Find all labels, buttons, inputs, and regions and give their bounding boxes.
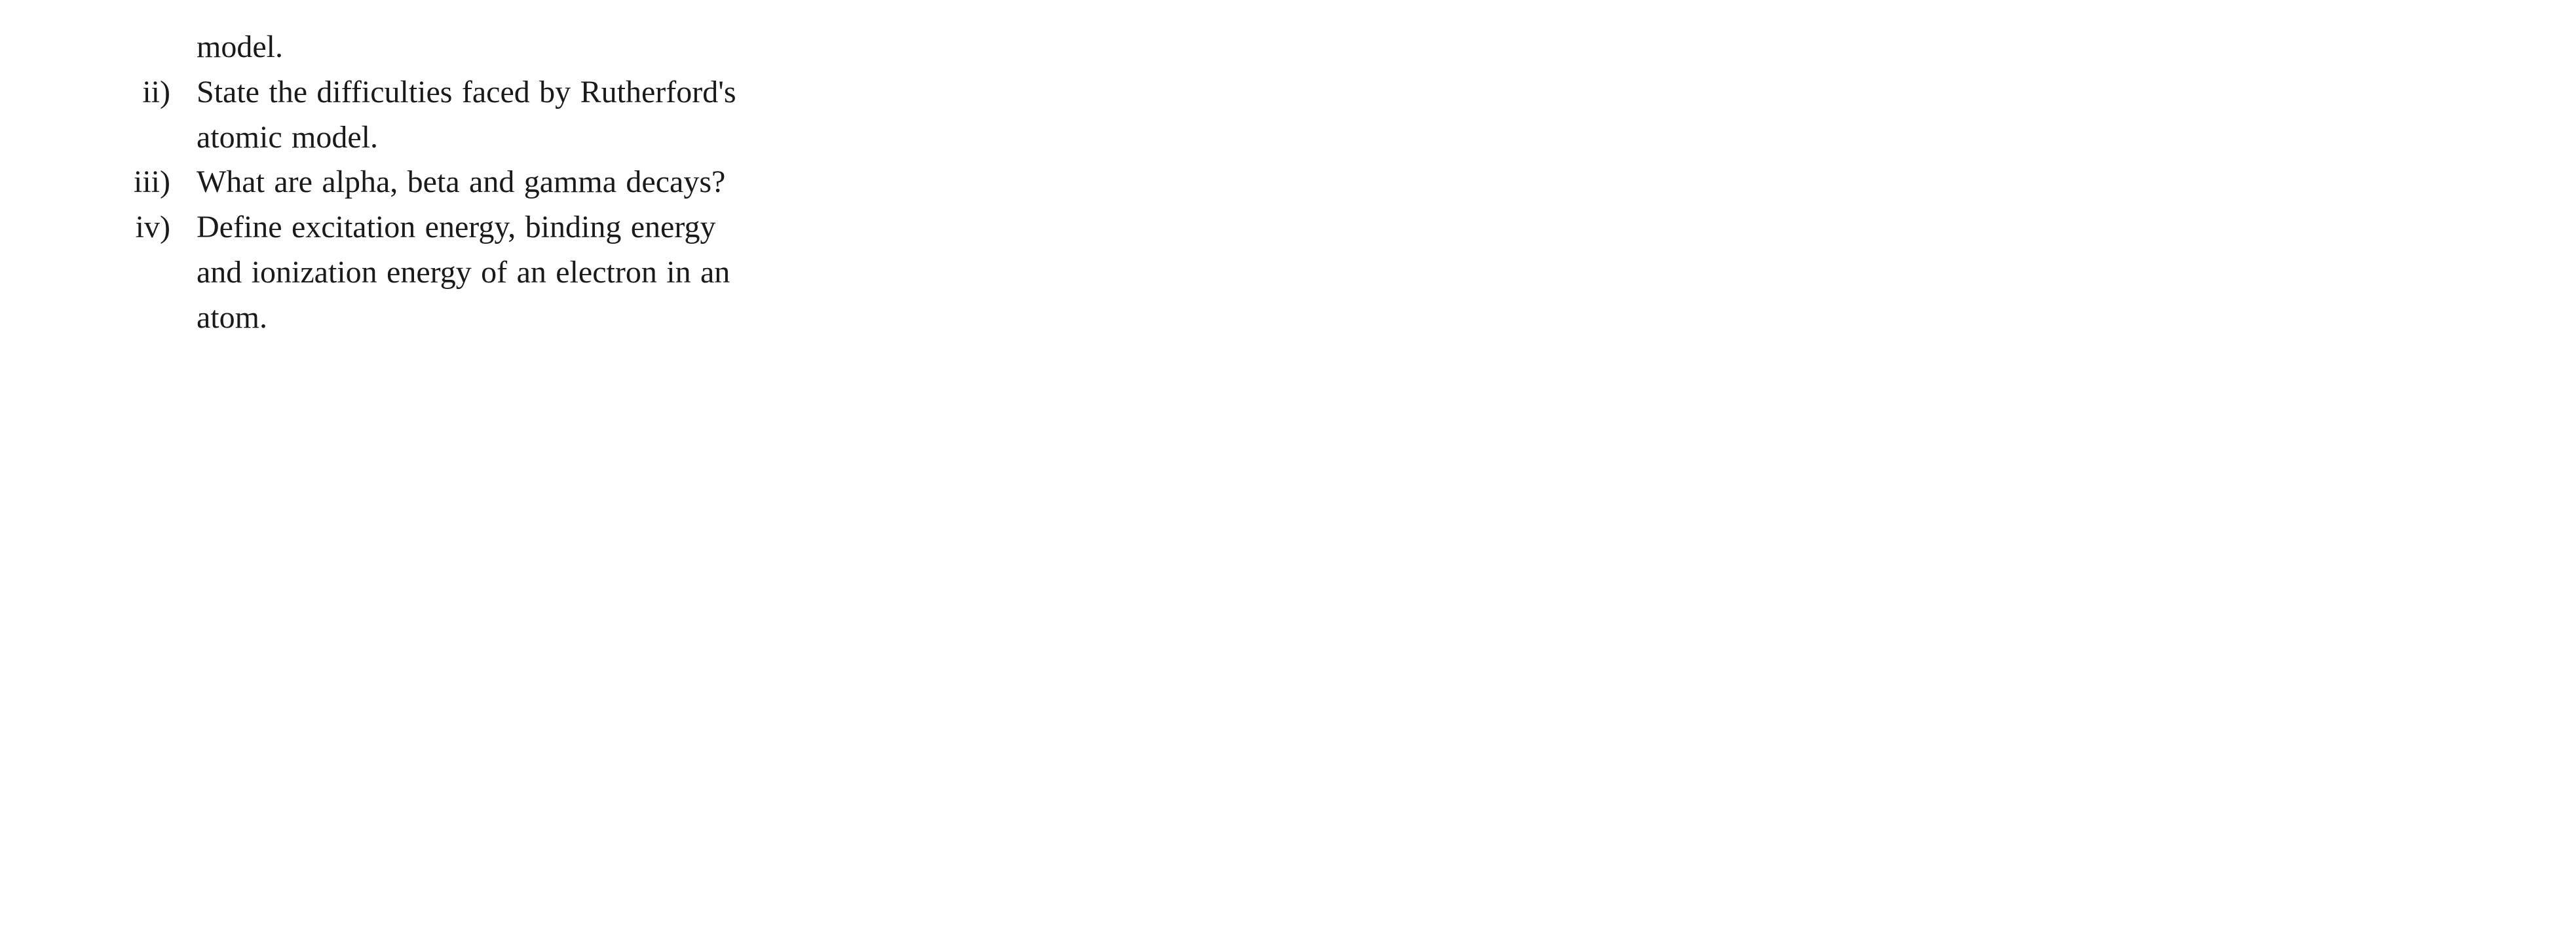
item-fragment: model. <box>52 26 1297 69</box>
item-marker: iv) <box>52 206 197 249</box>
item-text: atom. <box>197 297 1297 339</box>
item-text: atomic model. <box>197 117 1297 159</box>
item-marker: ii) <box>52 71 197 114</box>
item-text: model. <box>197 26 1297 69</box>
marker-text: iv) <box>136 210 170 244</box>
item-iv: iv) Define excitation energy, binding en… <box>52 206 1297 249</box>
item-iv-cont2: atom. <box>52 297 1297 339</box>
item-text: What are alpha, beta and gamma decays? <box>197 161 1297 204</box>
item-iii: iii) What are alpha, beta and gamma deca… <box>52 161 1297 204</box>
document-content: model. ii) State the difficulties faced … <box>52 26 1297 339</box>
text-line: What are alpha, beta and gamma decays? <box>197 164 725 199</box>
marker-text: ii) <box>142 75 170 109</box>
item-ii: ii) State the difficulties faced by Ruth… <box>52 71 1297 114</box>
item-ii-cont: atomic model. <box>52 117 1297 159</box>
text-line: atom. <box>197 300 267 335</box>
text-line: model. <box>197 29 283 64</box>
item-text: and ionization energy of an electron in … <box>197 252 1297 294</box>
text-line: and ionization energy of an electron in … <box>197 255 730 290</box>
item-marker: iii) <box>52 161 197 204</box>
text-line: Define excitation energy, binding energy <box>197 210 715 244</box>
item-text: Define excitation energy, binding energy <box>197 206 1297 249</box>
text-line: atomic model. <box>197 120 378 155</box>
item-iv-cont: and ionization energy of an electron in … <box>52 252 1297 294</box>
text-line: State the difficulties faced by Rutherfo… <box>197 75 736 109</box>
item-text: State the difficulties faced by Rutherfo… <box>197 71 1297 114</box>
marker-text: iii) <box>134 164 170 199</box>
